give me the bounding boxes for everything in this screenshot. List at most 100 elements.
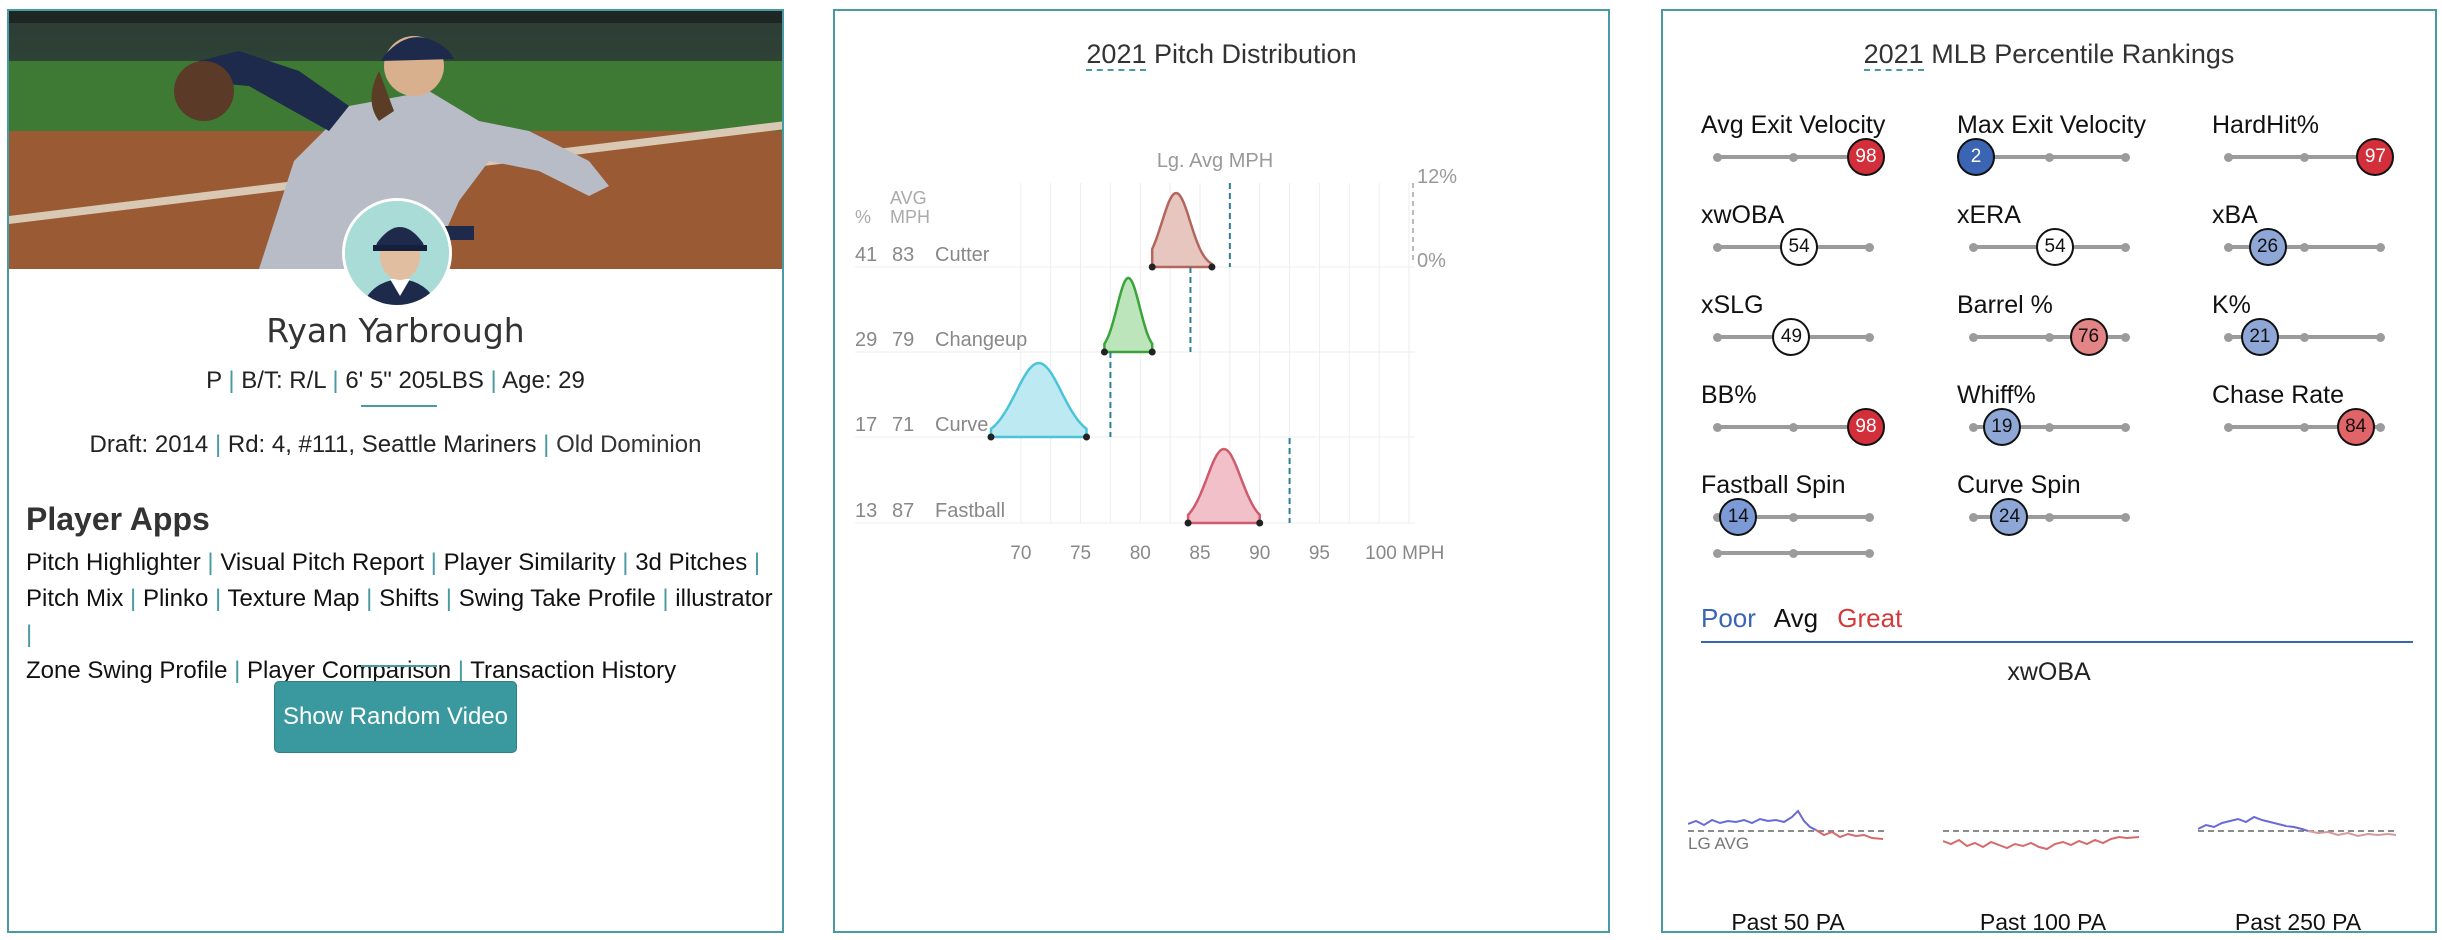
app-link-player-comparison[interactable]: Player Comparison: [247, 657, 452, 684]
column-header-pct: %: [855, 207, 871, 227]
metric-hardhit[interactable]: HardHit% 97: [2212, 111, 2435, 176]
player-height-weight: 6' 5" 205LBS: [345, 367, 484, 394]
range-min-dot: [1148, 263, 1156, 271]
divider: [361, 405, 437, 407]
metric-track-dot: [2224, 423, 2233, 432]
range-min-dot: [987, 433, 995, 441]
pitch-avg-mph: 83: [892, 244, 914, 266]
player-headshot: [342, 198, 452, 308]
pitch-density-curve[interactable]: [1150, 191, 1214, 269]
x-tick-label: 90: [1249, 543, 1270, 564]
percentile-bubble[interactable]: 19: [1982, 408, 2021, 446]
metric-track-dot: [2376, 423, 2385, 432]
percentile-bubble[interactable]: 2: [1957, 138, 1996, 176]
player-card: Ryan Yarbrough P | B/T: R/L | 6' 5" 205L…: [7, 9, 784, 933]
column-header-avg: AVG: [890, 188, 927, 208]
metric-track-dot: [2121, 333, 2130, 342]
player-action-photo: [9, 11, 782, 269]
pitch-pct: 17: [855, 414, 877, 436]
legend-poor: Poor: [1701, 603, 1756, 633]
percentile-bubble[interactable]: 84: [2336, 408, 2375, 446]
pitch-density-curve[interactable]: [1103, 276, 1154, 354]
app-link-plinko[interactable]: Plinko: [142, 585, 209, 612]
metric-xslg[interactable]: xSLG 49: [1701, 291, 1931, 356]
sparkline-label-100: Past 100 PA: [1979, 909, 2107, 933]
metric-xera[interactable]: xERA 54: [1957, 201, 2187, 266]
metric-fastball-spin[interactable]: Fastball Spin 14: [1701, 471, 1931, 536]
metric-whiff[interactable]: Whiff% 19: [1957, 381, 2187, 446]
app-link-shifts[interactable]: Shifts: [379, 585, 440, 612]
app-link-pitch-highlighter[interactable]: Pitch Highlighter: [26, 549, 201, 576]
metric-xwoba[interactable]: xwOBA 54: [1701, 201, 1931, 266]
player-school: Old Dominion: [556, 431, 702, 458]
metric-label: xERA: [1957, 201, 2021, 229]
percentile-bubble[interactable]: 98: [1846, 138, 1885, 176]
app-link-visual-pitch-report[interactable]: Visual Pitch Report: [220, 549, 424, 576]
pitch-density-curve[interactable]: [1186, 447, 1261, 525]
player-bio-line: P | B/T: R/L | 6' 5" 205LBS | Age: 29: [206, 367, 585, 394]
pitch-density-curve[interactable]: [989, 361, 1088, 439]
pitch-avg-mph: 87: [892, 500, 914, 522]
metric-track-dot: [2376, 243, 2385, 252]
metric-label: Fastball Spin: [1701, 471, 1846, 499]
pitch-pct: 41: [855, 244, 877, 266]
metric-label: Avg Exit Velocity: [1701, 111, 1886, 139]
percentile-bubble[interactable]: 54: [2036, 228, 2075, 266]
divider: [1701, 641, 2413, 643]
legend-avg: Avg: [1773, 603, 1819, 633]
app-link-illustrator[interactable]: illustrator: [675, 585, 773, 612]
rankings-title: 2021 MLB Percentile Rankings: [1663, 39, 2435, 71]
pitch-pct: 13: [855, 500, 877, 522]
percentile-bubble[interactable]: 14: [1719, 498, 1758, 536]
sparkline-label-50: Past 50 PA: [1731, 909, 1845, 933]
xwoba-sparkline-100: [1943, 830, 2143, 851]
app-link-3d-pitches[interactable]: 3d Pitches: [635, 549, 748, 576]
metric-track-dot: [2376, 333, 2385, 342]
percentile-bubble[interactable]: 97: [2356, 138, 2395, 176]
percentile-bubble[interactable]: 54: [1780, 228, 1819, 266]
player-age: Age: 29: [502, 367, 585, 394]
percentile-bubble[interactable]: 26: [2248, 228, 2287, 266]
metric-track-dot: [1713, 243, 1722, 252]
percentile-bubble[interactable]: 24: [1990, 498, 2029, 536]
percentile-bubble[interactable]: 49: [1772, 318, 1811, 356]
metric-xba[interactable]: xBA 26: [2212, 201, 2435, 266]
metric-track-dot: [2045, 153, 2054, 162]
range-min-dot: [1184, 519, 1192, 527]
metric-label: Max Exit Velocity: [1957, 111, 2146, 139]
metric-avg-exit-velocity[interactable]: Avg Exit Velocity 98: [1701, 111, 1931, 176]
rankings-year[interactable]: 2021: [1863, 39, 1924, 71]
xwoba-title: xwOBA: [2007, 658, 2091, 686]
metric-k[interactable]: K% 21: [2212, 291, 2435, 356]
metric-track-dot: [1969, 513, 1978, 522]
metric-curve-spin[interactable]: Curve Spin 24: [1957, 471, 2187, 536]
metric-bb[interactable]: BB% 98: [1701, 381, 1931, 446]
legend-great: Great: [1837, 603, 1903, 633]
metric-track-dot: [2224, 243, 2233, 252]
app-link-zone-swing-profile[interactable]: Zone Swing Profile: [26, 657, 228, 684]
metric-max-exit-velocity[interactable]: Max Exit Velocity 2: [1957, 111, 2187, 176]
percentile-bubble[interactable]: 98: [1846, 408, 1885, 446]
app-link-pitch-mix[interactable]: Pitch Mix: [26, 585, 124, 612]
metric-track-dot: [1713, 333, 1722, 342]
app-link-transaction-history[interactable]: Transaction History: [470, 657, 677, 684]
app-link-player-similarity[interactable]: Player Similarity: [443, 549, 616, 576]
draft-team: Seattle Mariners: [361, 431, 537, 458]
legend-scale-dot: [1789, 549, 1798, 558]
metric-track-dot: [2300, 423, 2309, 432]
metric-track-dot: [1713, 513, 1722, 522]
app-link-texture-map[interactable]: Texture Map: [227, 585, 360, 612]
distribution-year[interactable]: 2021: [1086, 39, 1147, 71]
app-link-swing-take-profile[interactable]: Swing Take Profile: [458, 585, 656, 612]
range-min-dot: [1100, 348, 1108, 356]
metric-track-dot: [2045, 333, 2054, 342]
pitch-name: Cutter: [935, 244, 990, 266]
percentile-bubble[interactable]: 21: [2240, 318, 2279, 356]
percentile-bubble[interactable]: 76: [2069, 318, 2108, 356]
metric-track-dot: [1865, 333, 1874, 342]
metric-track-dot: [2224, 333, 2233, 342]
pitch-name: Fastball: [935, 500, 1005, 522]
show-random-video-button[interactable]: Show Random Video: [274, 681, 517, 753]
metric-chase-rate[interactable]: Chase Rate 84: [2212, 381, 2435, 446]
metric-barrel[interactable]: Barrel % 76: [1957, 291, 2187, 356]
